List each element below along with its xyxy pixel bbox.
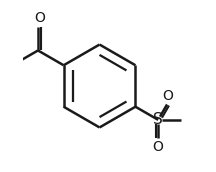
Text: S: S — [153, 112, 163, 127]
Text: O: O — [34, 11, 45, 25]
Text: O: O — [153, 140, 164, 154]
Text: O: O — [163, 89, 173, 103]
